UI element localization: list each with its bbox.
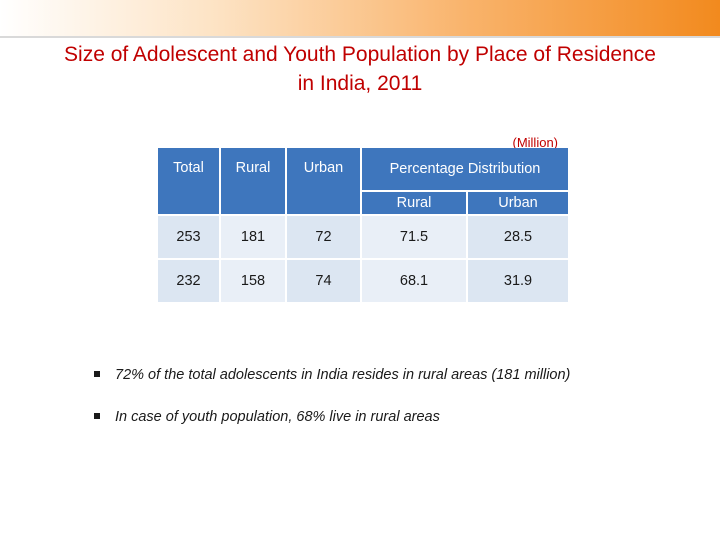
bullet-text: In case of youth population, 68% live in…: [115, 409, 440, 425]
title-line-2: in India, 2011: [297, 72, 423, 95]
square-bullet-icon: [94, 413, 100, 419]
table-row: 253 181 72 71.5 28.5: [158, 216, 568, 258]
list-item: 72% of the total adolescents in India re…: [94, 364, 570, 386]
cell-pct-rural: 71.5: [362, 216, 466, 258]
population-table: Total Rural Urban Percentage Distributio…: [156, 146, 570, 304]
cell-rural: 158: [221, 260, 285, 302]
title-line-1: Size of Adolescent and Youth Population …: [64, 43, 656, 66]
top-accent-band: [0, 0, 720, 36]
unit-note: (Million): [512, 135, 559, 150]
header-rural: Rural: [221, 148, 285, 214]
cell-rural: 181: [221, 216, 285, 258]
header-pct-urban: Urban: [468, 192, 568, 214]
square-bullet-icon: [94, 371, 100, 377]
bullet-text: 72% of the total adolescents in India re…: [115, 367, 571, 383]
cell-urban: 72: [287, 216, 360, 258]
header-total: Total: [158, 148, 219, 214]
header-urban: Urban: [287, 148, 360, 214]
key-findings-list: 72% of the total adolescents in India re…: [94, 364, 570, 448]
cell-total: 232: [158, 260, 219, 302]
cell-pct-urban: 28.5: [468, 216, 568, 258]
table-row: 232 158 74 68.1 31.9: [158, 260, 568, 302]
header-pct-rural: Rural: [362, 192, 466, 214]
table-subheader-row: Rural Urban: [158, 192, 568, 214]
slide-title: Size of Adolescent and Youth Population …: [20, 40, 700, 98]
cell-total: 253: [158, 216, 219, 258]
list-item: In case of youth population, 68% live in…: [94, 406, 570, 428]
table-header-row: Total Rural Urban Percentage Distributio…: [158, 148, 568, 214]
cell-pct-urban: 31.9: [468, 260, 568, 302]
header-divider: [0, 36, 720, 38]
cell-urban: 74: [287, 260, 360, 302]
header-percentage-distribution: Percentage Distribution: [362, 148, 568, 190]
cell-pct-rural: 68.1: [362, 260, 466, 302]
